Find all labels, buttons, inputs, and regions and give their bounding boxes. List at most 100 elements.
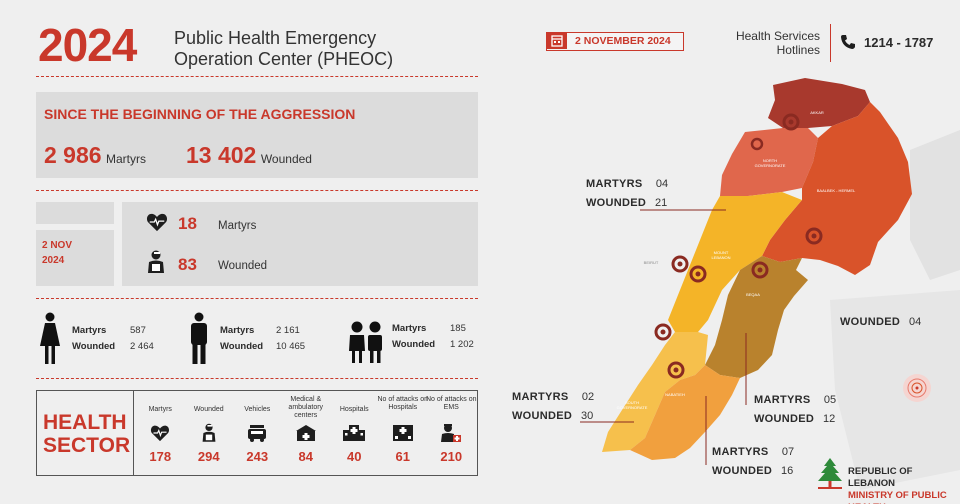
- marker-nabatieh-dot: [673, 367, 679, 373]
- callout-label: WOUNDED: [754, 413, 815, 425]
- callout-label: WOUNDED: [840, 316, 901, 328]
- hs-col-ems-attacks: No of attacks on EMS 210: [425, 396, 477, 464]
- ambulance-icon: [231, 422, 283, 444]
- daily-wounded-label: Wounded: [218, 260, 268, 272]
- region-label-baalbek: BAALBEK - HERMEL: [816, 188, 856, 193]
- callout-value: 04: [909, 316, 922, 328]
- region-label-north: NORTH GOVERNORATE: [754, 158, 786, 168]
- hs-col-hospital-attacks: No of attacks on Hospitals 61: [377, 396, 429, 464]
- hotline-line2: Hotlines: [776, 43, 820, 57]
- org-name: Public Health Emergency Operation Center…: [174, 28, 393, 70]
- callout-baalbek: WOUNDED 04: [840, 312, 921, 330]
- group-1-wounded-label: Wounded: [220, 341, 264, 352]
- divider: [36, 190, 478, 191]
- hotline-label: Health Services Hotlines: [714, 29, 820, 57]
- marker-beirut-dot: [677, 261, 683, 267]
- heart-icon: [146, 212, 168, 237]
- heart-pulse-icon: [134, 422, 186, 444]
- hs-header: No of attacks on EMS: [425, 396, 477, 411]
- woman-icon: [38, 312, 62, 371]
- lebanon-map: [580, 78, 960, 490]
- callout-value: 30: [581, 410, 594, 422]
- callout-value: 05: [823, 394, 837, 406]
- region-label-nabatieh: NABATIEH: [665, 392, 685, 397]
- daily-date-card: 2 NOV 2024: [36, 230, 114, 286]
- group-1-martyrs-value: 2 161: [276, 325, 300, 336]
- year-title: 2024: [38, 19, 137, 71]
- region-label-mount-lebanon: MOUNT LEBANON: [711, 250, 731, 260]
- region-label-beqaa: BEQAA: [746, 292, 760, 297]
- neighbor-land: [910, 130, 960, 280]
- callout-label: MARTYRS: [512, 391, 569, 403]
- marker-baalbek: [805, 227, 823, 245]
- calendar-icon: [547, 33, 567, 49]
- callout-value: 07: [781, 446, 795, 458]
- group-2-wounded-label: Wounded: [392, 339, 436, 350]
- hs-header: Medical & ambulatory centers: [288, 396, 324, 419]
- target-rings-icon: [903, 374, 931, 402]
- health-sector-title-line2: SECTOR: [43, 434, 131, 457]
- divider: [36, 298, 478, 299]
- daily-stats-card: [122, 202, 478, 286]
- group-1-wounded-value: 10 465: [276, 341, 306, 352]
- total-wounded: 13 402 Wounded: [186, 142, 312, 169]
- ministry-line2: MINISTRY OF PUBLIC HEALTH: [848, 490, 947, 504]
- hospital-attack-icon: [377, 422, 429, 444]
- marker-baalbek-dot: [811, 233, 817, 239]
- injured-person-icon: [183, 422, 235, 444]
- map-markers: [654, 113, 823, 379]
- group-0-wounded-label: Wounded: [72, 341, 116, 352]
- hospital-icon: [328, 422, 380, 444]
- marker-akkar: [782, 113, 800, 131]
- daily-date-top: [36, 202, 114, 224]
- group-2-wounded-value: 1 202: [450, 339, 474, 350]
- marker-south-north-dot: [660, 329, 666, 335]
- health-sector-title-box: HEALTH SECTOR: [36, 390, 134, 476]
- hs-col-medical-centers: Medical & ambulatory centers 84: [282, 396, 331, 464]
- marker-mount-lebanon: [689, 265, 707, 283]
- callout-value: 04: [655, 178, 669, 190]
- hs-value: 84: [298, 449, 313, 464]
- health-sector-title-line1: HEALTH: [43, 411, 127, 434]
- marker-beqaa-dot: [757, 267, 763, 273]
- hs-header: Vehicles: [244, 406, 271, 413]
- hs-col-martyrs: Martyrs 178: [136, 396, 185, 464]
- ministry-line1: REPUBLIC OF LEBANON: [848, 466, 913, 489]
- callout-label: WOUNDED: [512, 410, 573, 422]
- since-card: [36, 92, 478, 178]
- medical-center-icon: [280, 422, 332, 444]
- ministry-name: REPUBLIC OF LEBANON MINISTRY OF PUBLIC H…: [848, 466, 960, 504]
- region-baalbek-hermel: [762, 102, 912, 275]
- hs-col-vehicles: Vehicles 243: [233, 396, 282, 464]
- total-martyrs-label: Martyrs: [106, 152, 147, 166]
- divider: [36, 76, 478, 77]
- neighbor-land: [830, 290, 960, 490]
- callout-beqaa: MARTYRS 05 WOUNDED 12: [754, 390, 836, 428]
- hs-value: 243: [246, 449, 269, 464]
- hs-col-hospitals: Hospitals 40: [330, 396, 379, 464]
- org-name-line2: Operation Center (PHEOC): [174, 49, 394, 69]
- since-title: SINCE THE BEGINNING OF THE AGGRESSION: [44, 106, 356, 122]
- group-2-martyrs-label: Martyrs: [392, 323, 427, 334]
- hs-header: No of attacks on Hospitals: [377, 396, 429, 411]
- region-label-beirut: BEIRUT: [643, 260, 659, 265]
- marker-south-north: [654, 323, 672, 341]
- callout-value: 21: [655, 197, 668, 209]
- total-wounded-label: Wounded: [260, 152, 312, 166]
- region-label-akkar: AKKAR: [810, 110, 824, 115]
- callout-lines: [580, 209, 747, 465]
- hs-value: 294: [197, 449, 220, 464]
- marker-beqaa: [751, 261, 769, 279]
- group-0-wounded-value: 2 464: [130, 341, 154, 352]
- children-icon: [348, 321, 384, 370]
- marker-beirut: [671, 255, 689, 273]
- injured-person-icon: [146, 250, 166, 279]
- total-martyrs-value: 2 986: [44, 142, 102, 168]
- callout-south: MARTYRS 02 WOUNDED 30: [512, 387, 594, 425]
- phone-icon: [840, 34, 856, 55]
- hotline-divider: [830, 24, 831, 62]
- callout-nabatieh: MARTYRS 07 WOUNDED 16: [712, 442, 794, 480]
- hs-header: Martyrs: [148, 406, 172, 413]
- marker-mount-lebanon-dot: [695, 271, 701, 277]
- daily-wounded-value: 83: [178, 255, 197, 274]
